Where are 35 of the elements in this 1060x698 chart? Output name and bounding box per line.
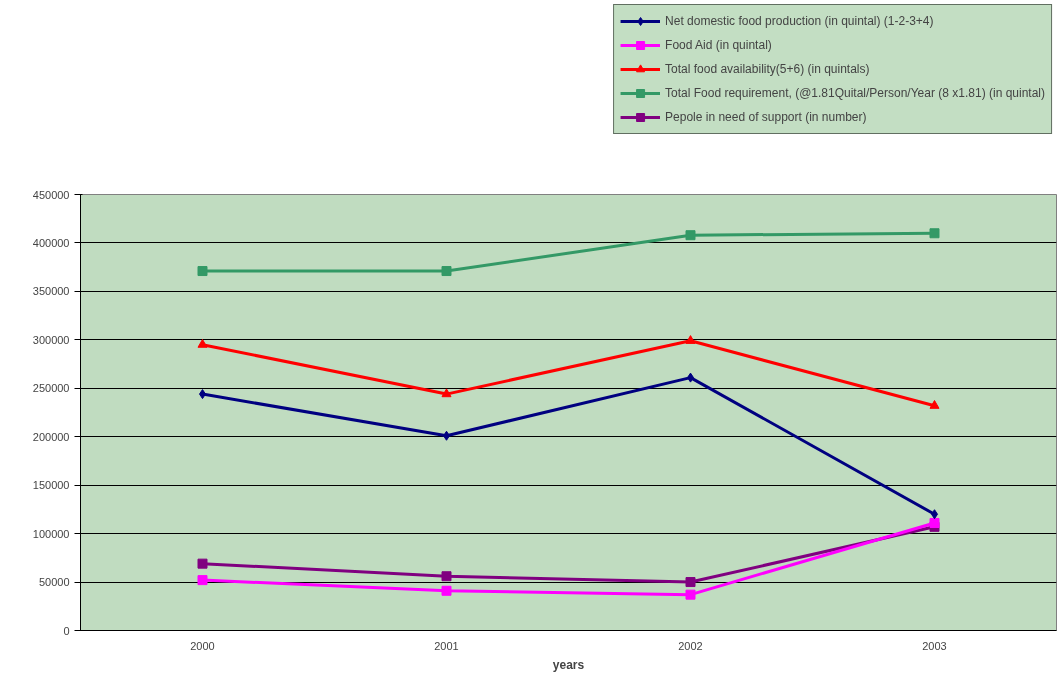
y-tick-label: 400000: [32, 236, 70, 249]
point: [197, 558, 208, 569]
y-tick-label: 100000: [32, 527, 70, 540]
legend-label: Net domestic food production (in quintal) (1-2-3+4): [665, 13, 934, 30]
legend-label: Pepole in need of support (in number): [665, 109, 867, 126]
point: [197, 266, 208, 277]
y-tick-label: 200000: [32, 430, 70, 443]
y-tick-label: 250000: [32, 382, 70, 395]
x-tick-label: 2001: [434, 639, 459, 652]
y-tick-label: 350000: [32, 285, 70, 298]
point: [441, 571, 452, 582]
x-axis-title: years: [552, 657, 585, 672]
legend-label: Total Food requirement, (@1.81Quital/Person/Year (8 x1.81) (in quintal): [665, 85, 1045, 102]
point: [441, 388, 452, 398]
y-tick-label: 50000: [38, 576, 70, 589]
point: [685, 335, 696, 344]
point: [929, 400, 940, 409]
point: [929, 228, 940, 239]
y-tick-label: 450000: [32, 188, 70, 201]
point: [685, 577, 696, 588]
legend-label: Food Aid (in quintal): [665, 37, 772, 54]
point: [441, 585, 452, 596]
point: [929, 517, 940, 528]
point: [441, 266, 452, 277]
x-tick-label: 2003: [922, 639, 947, 652]
point: [685, 589, 696, 600]
y-tick-label: 150000: [32, 479, 70, 492]
x-tick-label: 2000: [190, 639, 215, 652]
y-tick-label: 300000: [32, 333, 70, 346]
point: [197, 575, 208, 586]
point: [685, 230, 696, 241]
legend-label: Total food availability(5+6) (in quintals): [665, 61, 870, 78]
y-tick-label: 0: [63, 624, 70, 637]
point: [197, 338, 208, 348]
x-tick-label: 2002: [678, 639, 703, 652]
